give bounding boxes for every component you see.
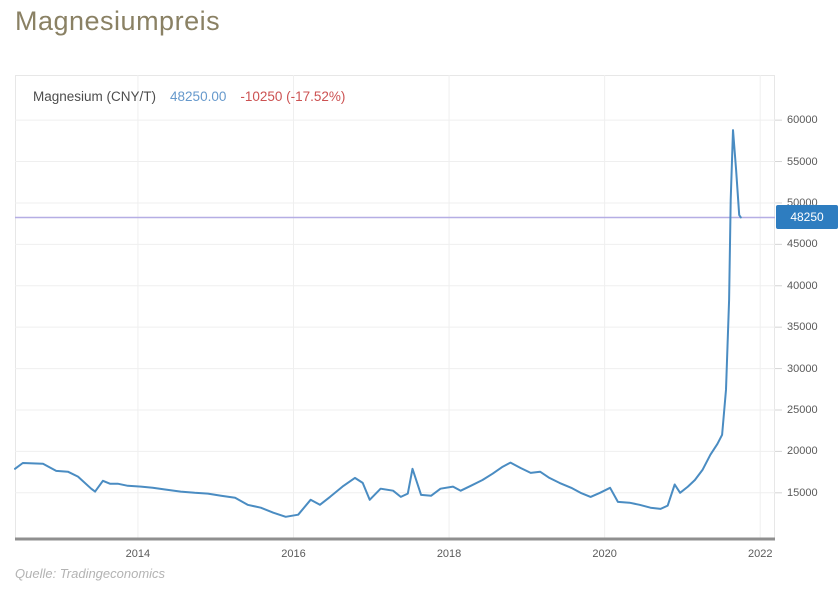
legend-price-change: -10250 (-17.52%) — [240, 89, 346, 104]
chart-plot-border — [15, 75, 775, 540]
y-tick-label: 40000 — [787, 279, 818, 292]
page-title: Magnesiumpreis — [15, 6, 221, 36]
x-tick-label: 2016 — [281, 548, 306, 560]
y-tick-label: 55000 — [787, 155, 818, 168]
y-tick-label: 35000 — [787, 321, 818, 334]
x-tick-label: 2018 — [436, 548, 462, 560]
x-tick-label: 2014 — [125, 548, 151, 560]
source-attribution: Quelle: Tradingeconomics — [15, 566, 166, 581]
y-tick-label: 15000 — [787, 486, 818, 499]
legend-last-price: 48250.00 — [170, 89, 227, 104]
chart-legend: Magnesium (CNY/T) 48250.00 -10250 (-17.5… — [33, 89, 345, 104]
x-tick-label: 2022 — [747, 548, 773, 560]
current-price-badge: 48250 — [776, 205, 838, 230]
price-line-series — [14, 129, 742, 518]
y-tick-label: 60000 — [787, 114, 818, 127]
y-tick-label: 30000 — [787, 362, 818, 375]
legend-series-label: Magnesium (CNY/T) — [33, 89, 157, 104]
y-tick-label: 25000 — [787, 403, 818, 416]
y-tick-label: 20000 — [787, 445, 818, 458]
y-tick-label: 45000 — [787, 238, 818, 251]
x-tick-label: 2020 — [592, 548, 617, 560]
